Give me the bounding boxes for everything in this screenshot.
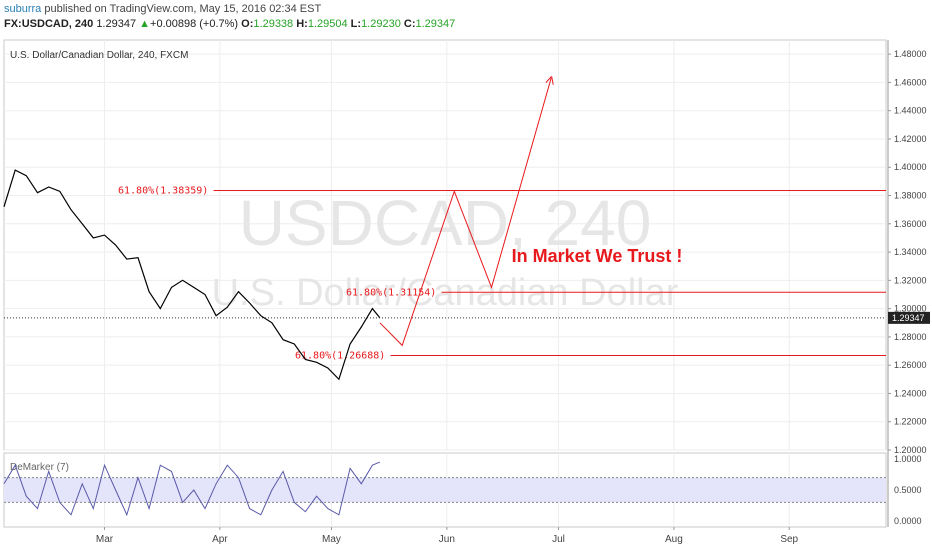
symbol-label[interactable]: FX:USDCAD, 240 <box>4 18 94 30</box>
fib-level-label: 61.80%(1.26688) <box>295 350 385 361</box>
price-tick-label: 1.36000 <box>894 219 927 229</box>
low-label: L: <box>350 18 362 30</box>
price-tick-label: 1.32000 <box>894 275 927 285</box>
projection-path <box>379 78 551 347</box>
price-tick-label: 1.34000 <box>894 247 927 257</box>
time-tick-label: May <box>322 534 341 545</box>
oscillator-band <box>4 477 886 503</box>
low-value: 1.29230 <box>361 18 401 30</box>
price-change: +0.00898 (+0.7%) <box>150 18 239 30</box>
time-tick-label: Jun <box>439 534 455 545</box>
time-tick-label: Apr <box>212 534 228 545</box>
oscillator-tick-label: 1.0000 <box>894 454 922 464</box>
price-tick-label: 1.48000 <box>894 49 927 59</box>
up-arrow-icon: ▲ <box>139 18 151 30</box>
price-tick-label: 1.42000 <box>894 134 927 144</box>
current-price-label: 1.29347 <box>892 313 925 323</box>
price-tick-label: 1.44000 <box>894 106 927 116</box>
close-label: C: <box>403 18 416 30</box>
high-label: H: <box>296 18 308 30</box>
price-tick-label: 1.40000 <box>894 162 927 172</box>
fib-level-label: 61.80%(1.38359) <box>118 185 208 196</box>
time-tick-label: Jul <box>552 534 565 545</box>
oscillator-tick-label: 0.0000 <box>894 516 922 526</box>
annotation-text: In Market We Trust ! <box>512 246 683 266</box>
quote-line: FX:USDCAD, 240 1.29347 ▲+0.00898 (+0.7%)… <box>4 18 455 30</box>
price-tick-label: 1.46000 <box>894 77 927 87</box>
watermark: USDCAD, 240 U.S. Dollar/Canadian Dollar <box>212 187 679 314</box>
chart-header: suburra published on TradingView.com, Ma… <box>0 0 932 36</box>
fib-level-label: 61.80%(1.31154) <box>346 287 436 298</box>
time-tick-label: Aug <box>665 534 683 545</box>
open-value: 1.29338 <box>253 18 294 30</box>
price-tick-label: 1.38000 <box>894 191 927 201</box>
open-label: O: <box>241 18 254 30</box>
watermark-name: U.S. Dollar/Canadian Dollar <box>212 272 679 314</box>
time-tick-label: Mar <box>96 534 114 545</box>
published-text: published on TradingView.com, May 15, 20… <box>44 3 322 15</box>
time-axis: Mar Apr May Jun Jul Aug Sep <box>96 527 799 545</box>
watermark-symbol: USDCAD, 240 <box>239 187 652 259</box>
price-tick-label: 1.22000 <box>894 417 927 427</box>
plot-area: 61.80%(1.38359) 61.80%(1.31154) 61.80%(1.2… <box>3 78 886 381</box>
price-tick-label: 1.24000 <box>894 388 927 398</box>
price-tick-label: 1.30000 <box>894 304 927 314</box>
grid <box>3 39 887 528</box>
current-price-tag <box>888 311 930 324</box>
close-value: 1.29347 <box>415 18 456 30</box>
time-tick-label: Sep <box>780 534 798 545</box>
oscillator-pane: DeMarker (7) 0.0000 0.5000 1.0000 <box>3 454 922 526</box>
price-axis: 1.20000 1.22000 1.24000 1.26000 1.28000 1.300… <box>887 40 930 527</box>
oscillator-series-line <box>3 461 381 517</box>
publish-line: suburra published on TradingView.com, Ma… <box>4 3 321 15</box>
price-tick-label: 1.20000 <box>894 445 927 455</box>
high-value: 1.29504 <box>307 18 348 30</box>
price-series-line <box>3 169 381 381</box>
oscillator-tick-label: 0.5000 <box>894 485 922 495</box>
author-link[interactable]: suburra <box>4 3 42 15</box>
oscillator-title: DeMarker (7) <box>10 462 69 473</box>
chart-title: U.S. Dollar/Canadian Dollar, 240, FXCM <box>10 50 188 61</box>
last-price: 1.29347 <box>96 18 137 30</box>
price-tick-label: 1.26000 <box>894 360 927 370</box>
price-tick-label: 1.28000 <box>894 332 927 342</box>
